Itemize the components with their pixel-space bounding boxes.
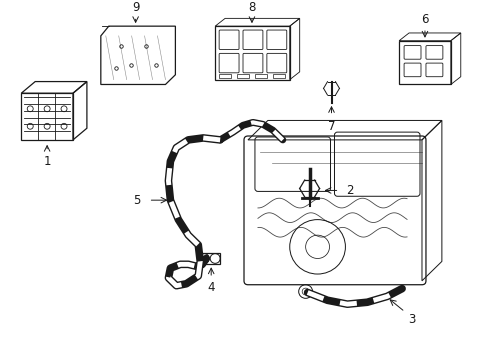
Text: 9: 9 bbox=[132, 1, 139, 14]
Text: 6: 6 bbox=[420, 13, 428, 26]
Text: 1: 1 bbox=[43, 155, 51, 168]
Text: 7: 7 bbox=[327, 120, 335, 133]
Text: 8: 8 bbox=[248, 1, 255, 14]
Text: 2: 2 bbox=[345, 184, 352, 197]
Text: 5: 5 bbox=[133, 194, 140, 207]
Text: 4: 4 bbox=[207, 281, 215, 294]
Text: 3: 3 bbox=[407, 313, 415, 326]
